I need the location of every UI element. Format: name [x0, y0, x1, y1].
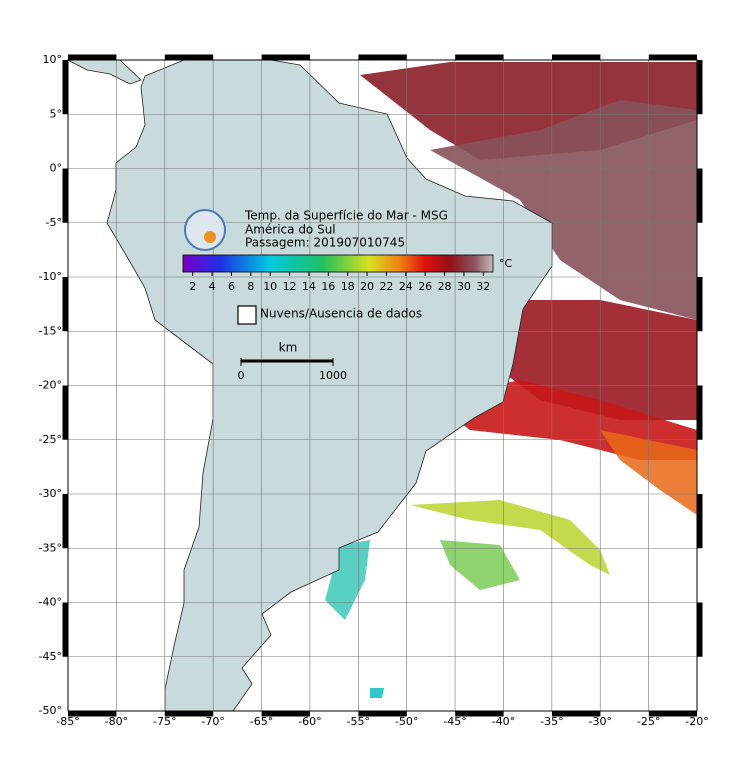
map-frame	[67, 59, 698, 712]
colorbar-tick-label: 16	[321, 280, 335, 293]
lat-tick-label: -30°	[39, 487, 62, 500]
legend: Temp. da Superfície do Mar - MSG América…	[182, 209, 513, 363]
colorbar-tick-label: 20	[360, 280, 374, 293]
colorbar-unit: °C	[499, 257, 513, 270]
central-america	[68, 60, 142, 85]
lat-tick-label: -10°	[39, 270, 62, 283]
no-data-swatch	[237, 305, 257, 325]
lat-tick-label: -35°	[39, 541, 62, 554]
colorbar-tick-label: 32	[476, 280, 490, 293]
lon-tick-label: -65°	[250, 715, 273, 728]
legend-subtitle: América do Sul	[245, 223, 336, 237]
lat-tick-label: -50°	[39, 704, 62, 717]
colorbar-tick-label: 18	[341, 280, 355, 293]
lat-tick-label: -40°	[39, 596, 62, 609]
lon-tick-label: -30°	[588, 715, 611, 728]
no-data-label: Nuvens/Ausencia de dados	[260, 307, 422, 321]
lon-tick-label: -55°	[347, 715, 370, 728]
lon-tick-label: -20°	[685, 715, 708, 728]
axes: 10° 5° 0° -5° -10° -15° -20° -25° -30° -35° -40° -4…	[39, 53, 709, 728]
lat-tick-label: 0°	[50, 162, 63, 175]
colorbar-tick-label: 30	[457, 280, 471, 293]
frame-border	[62, 54, 703, 717]
lon-tick-label: -80°	[105, 715, 128, 728]
colorbar-tick-label: 6	[228, 280, 235, 293]
lon-tick-label: -85°	[56, 715, 79, 728]
inpe-logo-dot	[204, 231, 216, 243]
colorbar-tick-label: 28	[438, 280, 452, 293]
lon-tick-label: -75°	[153, 715, 176, 728]
lat-tick-label: 10°	[43, 53, 63, 66]
colorbar-tick-label: 26	[418, 280, 432, 293]
colorbar-tick-label: 22	[379, 280, 393, 293]
lat-tick-label: -20°	[39, 379, 62, 392]
colorbar-tick-label: 14	[302, 280, 316, 293]
lat-tick-label: -25°	[39, 433, 62, 446]
colorbar-tick-label: 10	[263, 280, 277, 293]
lon-tick-label: -25°	[637, 715, 660, 728]
colorbar-tick-label: 4	[209, 280, 216, 293]
scale-tick-label: 0	[238, 369, 245, 382]
lat-tick-label: -15°	[39, 324, 62, 337]
colorbar-tick-label: 2	[189, 280, 196, 293]
colorbar-tick-label: 8	[247, 280, 254, 293]
lon-tick-label: -45°	[443, 715, 466, 728]
lon-tick-label: -60°	[298, 715, 321, 728]
colorbar-tick-label: 24	[399, 280, 413, 293]
legend-pass: Passagem: 201907010745	[245, 236, 405, 250]
lon-tick-label: -40°	[492, 715, 515, 728]
legend-title: Temp. da Superfície do Mar - MSG	[244, 209, 448, 223]
lat-tick-label: -45°	[39, 650, 62, 663]
inpe-logo	[184, 209, 226, 251]
graticule	[68, 60, 697, 711]
sst-patches	[325, 62, 697, 698]
lon-tick-label: -35°	[540, 715, 563, 728]
lat-tick-label: 5°	[50, 107, 63, 120]
colorbar	[182, 254, 494, 273]
lon-tick-label: -70°	[201, 715, 224, 728]
colorbar-tick-label: 12	[283, 280, 297, 293]
scale-tick-label: 1000	[319, 369, 347, 382]
lon-tick-label: -50°	[395, 715, 418, 728]
lat-tick-label: -5°	[46, 216, 62, 229]
map-area	[68, 60, 697, 711]
scale-unit: km	[279, 341, 298, 355]
